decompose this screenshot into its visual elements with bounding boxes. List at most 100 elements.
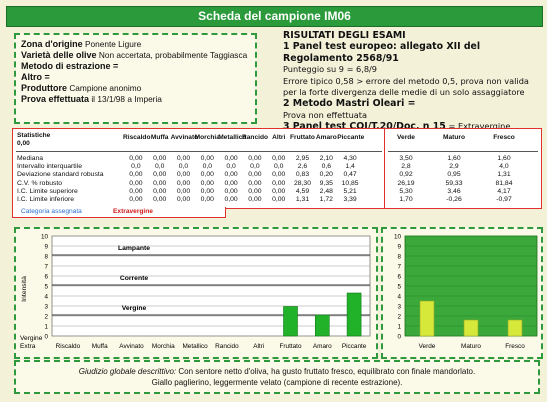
stats-cell: 0,0	[154, 163, 165, 171]
bar	[419, 300, 435, 337]
stats2-cell: 0,92	[399, 171, 413, 179]
y-tick-label: 0	[397, 333, 401, 340]
stats-cell: 0,0	[226, 163, 236, 171]
stats-cell: 0,00	[272, 179, 286, 187]
stats-row-label: Mediana	[17, 155, 44, 162]
stats-row-label: C.V. % robusto	[17, 179, 63, 187]
stats-col-header: Rancido	[242, 134, 269, 141]
stats-corner-label: Statistiche	[17, 132, 51, 139]
stats-cell: 0,83	[295, 171, 310, 179]
y-tick-label: 1	[397, 323, 401, 330]
bar	[314, 314, 330, 337]
produttore-value: Campione anonimo	[69, 83, 142, 94]
x-tick-label: Maturo	[461, 343, 481, 350]
stats-cell: 0,00	[224, 187, 238, 195]
judgment-label: Giudizio globale descrittivo:	[78, 367, 177, 376]
stats2-col-header: Fresco	[493, 134, 515, 141]
panel3-heading: 3 Panel test COI/T.20/Doc. n 15	[283, 121, 446, 133]
stats-row-label: I.C. Limite inferiore	[17, 196, 75, 203]
x-tick-label: Fresco	[505, 343, 525, 350]
stats-cell: 2,10	[319, 155, 333, 162]
stats-cell: 0,00	[248, 155, 262, 162]
metodo-label: Metodo di estrazione =	[21, 61, 119, 72]
y-tick-label: 5	[397, 283, 401, 290]
stats2-grid: Verde Maturo Fresco 3,50 1,60 1,60 2,8 2,9 4,0 0,…	[385, 129, 541, 208]
y-tick-label: 8	[397, 253, 401, 260]
stats2-cell: -0,97	[496, 196, 512, 203]
stats-cell: 0,00	[129, 171, 143, 179]
stats-cell: 0,00	[153, 187, 167, 195]
category-label: Categoria assegnata	[21, 208, 82, 215]
x-tick-label: Fruttato	[279, 343, 301, 350]
y-tick-label: 4	[44, 293, 48, 300]
stats-cell: 10,85	[341, 179, 359, 187]
defects-chart-svg: 012345678910IntensitàVergineExtraLampant…	[20, 233, 371, 350]
defects-chart: 0 1 2 3 4 5 6 7 8 9 10 Intensità Vergine Extra Lampant…	[14, 227, 378, 359]
x-tick-label: Metallico	[182, 343, 208, 350]
y-tick-label: 9	[397, 243, 401, 250]
y-tick-label: 5	[44, 283, 48, 290]
stats-col-header: Altri	[272, 134, 286, 141]
metodo2-heading: 2 Metodo Mastri Oleari =	[283, 98, 416, 110]
stats2-cell: 26,19	[397, 179, 415, 187]
y-tick-label: 0	[44, 333, 48, 340]
x-tick-label: Avvinato	[119, 343, 144, 350]
zone-label: Lampante	[118, 245, 150, 252]
y-tick-label: 3	[44, 303, 48, 310]
stats-cell: 0,00	[129, 196, 143, 203]
x-tick-label: Piccante	[342, 343, 367, 350]
x-tick-label: Verde	[419, 343, 436, 350]
stats-cell: 0,47	[343, 171, 357, 179]
positive-attributes-chart: 0 1 2 3 4 5 6 7 8 9 10 Verde Maturo Fresco	[381, 227, 543, 359]
y-tick-label: 10	[41, 233, 49, 240]
varieta-value: Non accertata, probabilmente Taggiasca	[98, 50, 248, 61]
stats-col-header: Muffa	[150, 134, 169, 141]
stats-cell: 0,0	[202, 163, 213, 171]
stats-col-header: Fruttato	[290, 134, 315, 141]
overall-judgment: Giudizio globale descrittivo: Con sentor…	[14, 360, 540, 394]
stats-cell: 0,00	[176, 187, 191, 195]
stats-cell: 0,6	[321, 163, 332, 171]
stats-cell: 0,00	[272, 155, 286, 162]
stats2-cell: 4,0	[499, 163, 509, 171]
stats-cell: 0,0	[178, 163, 189, 171]
altro-label: Altro =	[21, 72, 50, 83]
stats2-cell: -0,26	[446, 196, 462, 203]
stats2-cell: 3,50	[399, 155, 413, 162]
stats-grid: Statistiche 0,00 Riscaldo Muffa Avvinato Morc…	[13, 129, 385, 208]
stats-row-label: Intervallo interquartile	[17, 163, 82, 171]
y-tick-label: 8	[44, 253, 48, 260]
positive-chart-svg: 0 1 2 3 4 5 6 7 8 9 10 Verde Maturo Fresco	[394, 233, 538, 350]
errore-text: Errore tipico 0,58 > errore del metodo 0…	[283, 75, 529, 98]
stats-cell: 0,00	[248, 196, 262, 203]
x-tick-label: Morchia	[152, 343, 175, 350]
stats-cell: 0,00	[153, 179, 167, 187]
stats-cell: 0,0	[273, 163, 284, 171]
stats-cell: 0,00	[224, 171, 238, 179]
stats-cell: 2,48	[319, 187, 333, 195]
stats2-cell: 3,46	[447, 187, 461, 195]
stats-corner-value: 0,00	[17, 140, 30, 147]
stats-cell: 5,21	[343, 187, 357, 195]
stats-cell: 0,00	[272, 187, 286, 195]
stats-cell: 0,00	[200, 171, 214, 179]
stats-cell: 1,72	[319, 196, 333, 203]
panel3-value: = Extravergine	[448, 121, 511, 132]
stats2-header-rule	[388, 151, 538, 152]
vergine-label: Vergine	[20, 335, 43, 342]
extra-label: Extra	[20, 343, 36, 350]
stats-cell: 4,30	[343, 155, 357, 162]
stats-cell: 0,00	[200, 187, 214, 195]
stats-cell: 2,95	[295, 155, 310, 162]
stats-col-header: Amaro	[315, 134, 337, 141]
stats2-cell: 4,17	[497, 187, 511, 195]
stats-cell: 0,00	[153, 196, 167, 203]
stats-cell: 3,39	[343, 196, 357, 203]
zona-label: Zona d'origine	[21, 39, 83, 49]
stats-cell: 0,00	[224, 155, 238, 162]
stats-cell: 0,00	[176, 171, 191, 179]
x-tick-label: Muffa	[92, 343, 108, 350]
stats-cell: 0,0	[250, 163, 260, 171]
panel1-heading: 1 Panel test europeo: allegato XII del R…	[283, 41, 481, 64]
stats-col-header: Metallico	[218, 134, 247, 141]
